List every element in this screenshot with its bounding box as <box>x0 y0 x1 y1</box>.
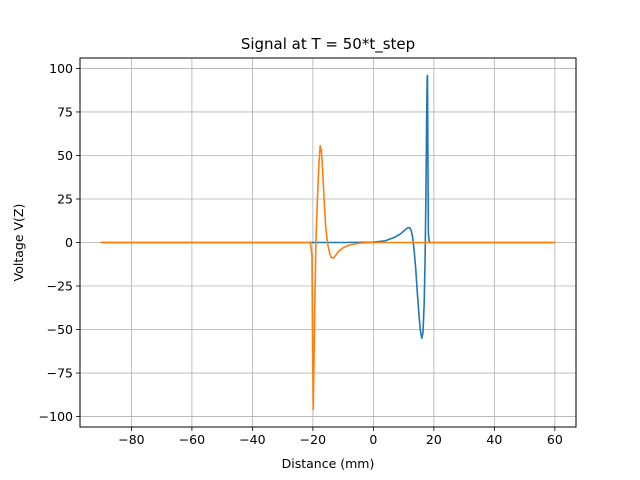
x-tick-label: −60 <box>179 432 205 447</box>
x-tick-label: 20 <box>426 432 442 447</box>
x-tick-label: −80 <box>118 432 144 447</box>
x-tick-label: 0 <box>369 432 377 447</box>
y-axis-label: Voltage V(Z) <box>11 204 26 282</box>
ticks: −80 −60 −40 −20 0 20 40 60 −100 −75 −50 −25 0 25 50 75 1… <box>39 61 563 447</box>
y-tick-label: 75 <box>57 104 73 119</box>
x-tick-label: −40 <box>239 432 265 447</box>
y-tick-label: 50 <box>57 148 73 163</box>
x-axis-label: Distance (mm) <box>282 456 375 471</box>
y-tick-label: −50 <box>47 322 73 337</box>
y-tick-label: 100 <box>49 61 73 76</box>
y-tick-label: 0 <box>65 235 73 250</box>
x-tick-label: 60 <box>547 432 563 447</box>
y-tick-label: −100 <box>39 409 73 424</box>
x-tick-label: −20 <box>300 432 326 447</box>
y-tick-label: −75 <box>47 366 73 381</box>
chart-title: Signal at T = 50*t_step <box>241 35 415 54</box>
series-blue-line <box>100 74 556 340</box>
series-layer <box>100 74 556 411</box>
y-tick-label: −25 <box>47 279 73 294</box>
y-tick-label: 25 <box>57 191 73 206</box>
series-orange-line <box>100 145 556 411</box>
x-tick-label: 40 <box>486 432 502 447</box>
